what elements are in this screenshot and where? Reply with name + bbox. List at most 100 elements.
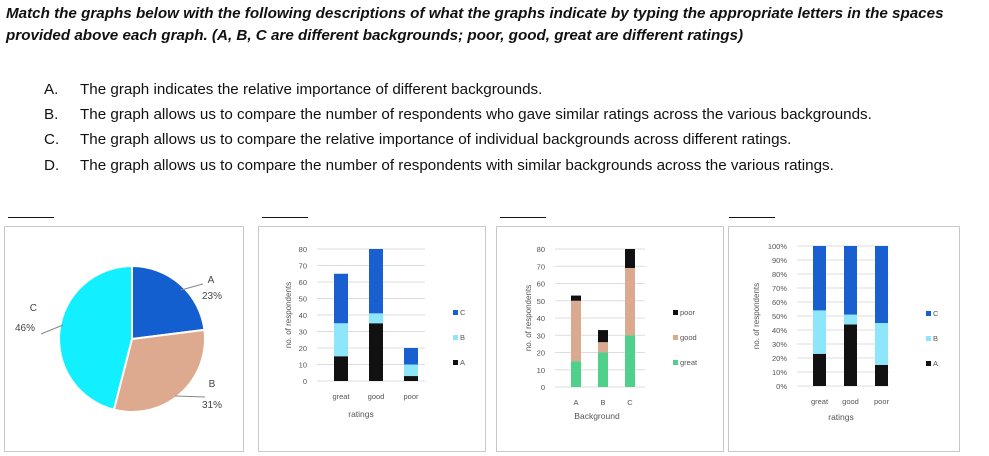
y-tick-label: 80 [537, 245, 545, 254]
percent-stacked-bar-chart-panel: 0% 10% 20% 30% 40% 50% 60% 70% 80% 90% 100% great go… [728, 226, 960, 452]
bar-segment-c-poor [625, 249, 635, 268]
legend-label: B [460, 333, 465, 342]
bar-segment-b-good [598, 342, 608, 353]
y-tick-label: 60% [772, 298, 787, 307]
stacked-bar-chart-ratings: 0 10 20 30 40 50 60 70 80 great good poor no. of res… [284, 245, 466, 419]
y-tick-label: 60 [299, 278, 307, 287]
y-tick-label: 30 [537, 331, 545, 340]
bar-segment-good-c [369, 249, 383, 314]
x-tick-label: great [811, 397, 829, 406]
x-tick-label: B [600, 398, 605, 407]
y-tick-label: 80 [299, 245, 307, 254]
y-tick-label: 40 [299, 311, 307, 320]
option-a: A. The graph indicates the relative impor… [44, 77, 872, 102]
legend-label: good [680, 333, 697, 342]
answer-blank-3[interactable] [500, 217, 546, 218]
stacked-bar-chart-background: 0 10 20 30 40 50 60 70 80 A B Cno. of respondents Ba… [524, 245, 698, 421]
legend-swatch-poor [673, 310, 678, 315]
bar-segment-poor-a [404, 376, 418, 381]
x-tick-label: A [573, 398, 578, 407]
instructions: Match the graphs below with the followin… [6, 5, 944, 44]
y-axis-title: no. of respondents [284, 282, 293, 348]
bar-segment-great-b [813, 310, 826, 354]
slice-label: B [209, 379, 216, 390]
x-axis-title: Background [574, 411, 620, 421]
leader-line [40, 324, 64, 335]
option-letter: B. [44, 106, 59, 124]
y-tick-label: 60 [537, 280, 545, 289]
bar-segment-great-a [334, 356, 348, 381]
bar-segment-poor-b [404, 364, 418, 377]
slice-percent-label: 23% [202, 291, 222, 302]
y-tick-label: 0% [776, 382, 787, 391]
y-tick-label: 90% [772, 256, 787, 265]
legend-label: C [460, 308, 466, 317]
legend-label: A [460, 358, 465, 367]
slice-label: C [30, 303, 37, 314]
pie-chart-panel: A 23% B 31% C 46% [4, 226, 244, 452]
slice-percent-label: 31% [202, 400, 222, 411]
leader-line [180, 283, 204, 291]
legend-label: great [680, 358, 698, 367]
y-tick-label: 0 [303, 377, 307, 386]
pie-slice-c [58, 264, 133, 411]
pie-slice-a [131, 264, 206, 341]
bar-segment-great-c [334, 273, 348, 324]
y-tick-label: 30% [772, 340, 787, 349]
bar-segment-c-great [625, 335, 635, 387]
options-list: A. The graph indicates the relative impor… [44, 77, 872, 178]
legend-swatch-b [926, 336, 931, 341]
bar-segment-poor-c [875, 246, 888, 323]
bar-segment-good-b [369, 313, 383, 324]
y-tick-label: 0 [541, 383, 545, 392]
y-tick-label: 10 [299, 361, 307, 370]
answer-blank-1[interactable] [8, 217, 54, 218]
x-tick-label: great [332, 392, 350, 401]
x-tick-label: poor [403, 392, 419, 401]
answer-blank-4[interactable] [729, 217, 775, 218]
pie-chart: A 23% B 31% C 46% [15, 264, 222, 413]
option-letter: C. [44, 131, 60, 149]
slice-label: A [208, 275, 215, 286]
bar-segment-b-great [598, 352, 608, 387]
bar-segment-good-c [844, 246, 857, 315]
y-tick-label: 80% [772, 270, 787, 279]
option-letter: D. [44, 156, 60, 174]
y-tick-label: 70 [299, 262, 307, 271]
bar-segment-a-great [571, 361, 581, 387]
bar-segment-c-good [625, 267, 635, 336]
y-tick-label: 40 [537, 314, 545, 323]
stacked-bar-chart-ratings-panel: 0 10 20 30 40 50 60 70 80 great good poor no. of res… [258, 226, 486, 452]
option-letter: A. [44, 81, 59, 98]
x-tick-label: C [627, 398, 633, 407]
y-tick-label: 10 [537, 366, 545, 375]
x-tick-label: poor [874, 397, 890, 406]
legend-swatch-a [926, 361, 931, 366]
legend-swatch-good [673, 335, 678, 340]
legend-swatch-b [453, 335, 458, 340]
option-text: The graph allows us to compare the numbe… [80, 106, 872, 124]
option-text: The graph indicates the relative importa… [80, 81, 543, 98]
legend-swatch-c [926, 311, 931, 316]
legend-label: A [933, 359, 938, 368]
x-axis-title: ratings [828, 412, 854, 422]
y-tick-label: 20% [772, 354, 787, 363]
bar-segment-good-a [369, 323, 383, 381]
y-tick-label: 20 [537, 349, 545, 358]
pie-slice-b [112, 328, 206, 413]
percent-stacked-bar-chart: 0% 10% 20% 30% 40% 50% 60% 70% 80% 90% 100% great go… [752, 242, 939, 422]
option-text: The graph allows us to compare the numbe… [80, 156, 834, 174]
option-text: The graph allows us to compare the relat… [80, 131, 792, 149]
legend-label: C [933, 309, 939, 318]
y-tick-label: 10% [772, 368, 787, 377]
y-axis-title: no. of respondents [752, 283, 761, 349]
bar-segment-poor-b [875, 323, 888, 365]
answer-blank-2[interactable] [262, 217, 308, 218]
legend-swatch-a [453, 360, 458, 365]
bar-segment-good-b [844, 314, 857, 325]
bar-segment-poor-c [404, 348, 418, 365]
y-tick-label: 50 [299, 295, 307, 304]
option-c: C. The graph allows us to compare the rel… [44, 127, 872, 152]
bar-segment-b-poor [598, 330, 608, 343]
y-tick-label: 50 [537, 297, 545, 306]
